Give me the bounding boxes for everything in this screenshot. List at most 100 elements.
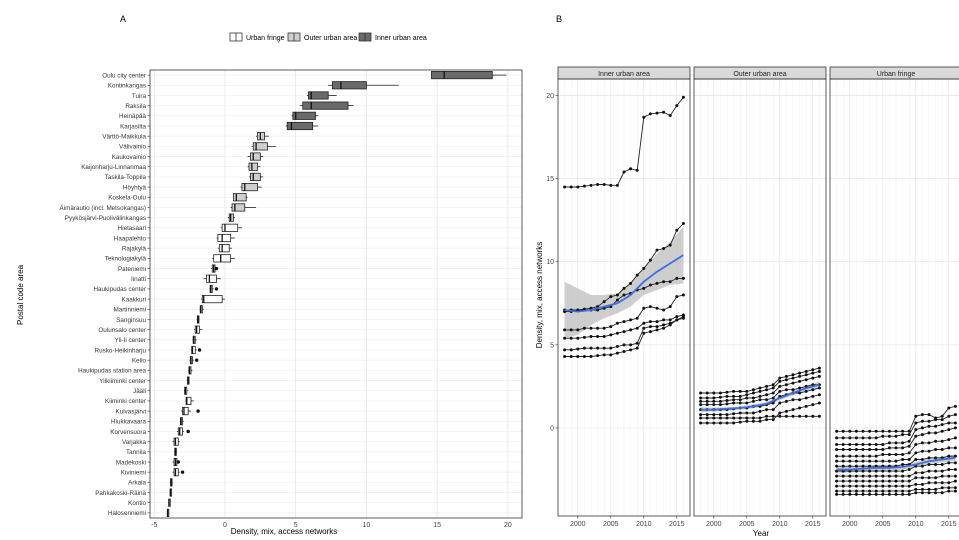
series-point bbox=[596, 346, 600, 350]
box-plot-panel: -5 0 5 10 15 20 Oulu city center Kontinkangas Tu… bbox=[60, 69, 523, 529]
box-iqr bbox=[250, 172, 261, 181]
outlier-point bbox=[197, 348, 202, 352]
series-point bbox=[635, 168, 639, 172]
box-hiukkavaara: Hiukkavaara bbox=[111, 417, 184, 426]
series-point bbox=[953, 404, 957, 408]
series-line-13 bbox=[835, 489, 957, 496]
series-point bbox=[681, 95, 685, 99]
box-kaijonharju-linnanmaa: Kaijonharju-Linnanmaa bbox=[81, 162, 261, 171]
series-point bbox=[718, 403, 722, 407]
series-point bbox=[887, 459, 891, 463]
box-hoyhtya: Höyhtyä bbox=[123, 183, 262, 191]
series-point bbox=[648, 283, 652, 287]
series-point bbox=[835, 492, 839, 496]
category-label: Kello bbox=[132, 357, 146, 364]
series-point bbox=[914, 428, 918, 432]
series-point bbox=[642, 321, 646, 325]
series-point bbox=[798, 414, 802, 418]
series-point bbox=[927, 469, 931, 473]
category-label: Martinniemi bbox=[113, 307, 146, 314]
x-tick-label: 2010 bbox=[636, 521, 652, 528]
series-point bbox=[953, 461, 957, 465]
series-point bbox=[854, 459, 858, 463]
series-point bbox=[934, 462, 938, 466]
series-point bbox=[940, 423, 944, 427]
series-point bbox=[765, 388, 769, 392]
series-point bbox=[569, 328, 573, 332]
series-point bbox=[582, 346, 586, 350]
series-point bbox=[615, 351, 619, 355]
series-point bbox=[811, 414, 815, 418]
box-madekoski: Madekoski bbox=[116, 457, 180, 466]
series-point bbox=[940, 418, 944, 422]
series-point bbox=[934, 456, 938, 460]
category-label: Kuivasjärvi bbox=[116, 408, 146, 415]
series-point bbox=[881, 434, 885, 438]
facet-urban-fringe: Urban fringe 2000 2005 2010 2015 bbox=[829, 66, 959, 528]
box-iqr bbox=[182, 407, 189, 416]
series-point bbox=[835, 474, 839, 478]
series-point bbox=[699, 403, 703, 407]
series-point bbox=[798, 398, 802, 402]
series-point bbox=[947, 438, 951, 442]
category-label: Rusko-Heikinharju bbox=[95, 347, 147, 354]
series-point bbox=[887, 479, 891, 483]
series-point bbox=[874, 489, 878, 493]
series-point bbox=[655, 306, 659, 310]
series-point bbox=[662, 280, 666, 284]
x-tick-label: 2000 bbox=[842, 521, 858, 528]
series-point bbox=[848, 459, 852, 463]
x-tick-label: 2015 bbox=[941, 521, 957, 528]
category-label: Hietasaari bbox=[118, 225, 146, 232]
smooth-trend-line bbox=[836, 456, 956, 471]
series-point bbox=[738, 401, 742, 405]
series-point bbox=[907, 433, 911, 437]
series-point bbox=[901, 484, 905, 488]
series-point bbox=[854, 448, 858, 452]
series-point bbox=[758, 386, 762, 390]
x-tick-label: 0 bbox=[223, 522, 227, 529]
series-point bbox=[699, 416, 703, 420]
series-point bbox=[907, 429, 911, 433]
series-point bbox=[629, 348, 633, 352]
category-label: Karjasilta bbox=[120, 123, 146, 130]
series-point bbox=[874, 492, 878, 496]
category-label: Jääli bbox=[133, 388, 146, 395]
series-point bbox=[934, 469, 938, 473]
series-point bbox=[881, 443, 885, 447]
series-point bbox=[881, 448, 885, 452]
series-point bbox=[745, 401, 749, 405]
box-kuivasjarvi: Kuivasjärvi bbox=[116, 407, 200, 415]
series-point bbox=[848, 464, 852, 468]
series-point bbox=[609, 333, 613, 337]
series-point bbox=[914, 434, 918, 438]
y-tick-label: 15 bbox=[546, 176, 554, 183]
series-point bbox=[712, 391, 716, 395]
series-point bbox=[635, 273, 639, 277]
series-point bbox=[861, 436, 865, 440]
series-point bbox=[784, 383, 788, 387]
series-point bbox=[953, 413, 957, 417]
series-point bbox=[874, 443, 878, 447]
series-point bbox=[629, 343, 633, 347]
series-point bbox=[848, 436, 852, 440]
box-teknologiakyla: Teknologiakylä bbox=[105, 254, 235, 263]
series-point bbox=[914, 421, 918, 425]
box-rajakyla: Rajakylä bbox=[122, 244, 233, 252]
series-point bbox=[894, 484, 898, 488]
series-point bbox=[804, 404, 808, 408]
series-point bbox=[791, 373, 795, 377]
series-point bbox=[848, 429, 852, 433]
series-point bbox=[894, 489, 898, 493]
box-iqr bbox=[233, 193, 247, 202]
series-line-1 bbox=[835, 404, 957, 433]
series-point bbox=[934, 418, 938, 422]
series-point bbox=[914, 414, 918, 418]
box-iqr bbox=[257, 132, 265, 141]
series-line-4 bbox=[835, 426, 957, 452]
series-point bbox=[934, 491, 938, 495]
box-jaali: Jääli bbox=[133, 386, 189, 395]
series-point bbox=[712, 421, 716, 425]
box-varjakka: Varjakka bbox=[122, 437, 180, 446]
series-point bbox=[732, 398, 736, 402]
